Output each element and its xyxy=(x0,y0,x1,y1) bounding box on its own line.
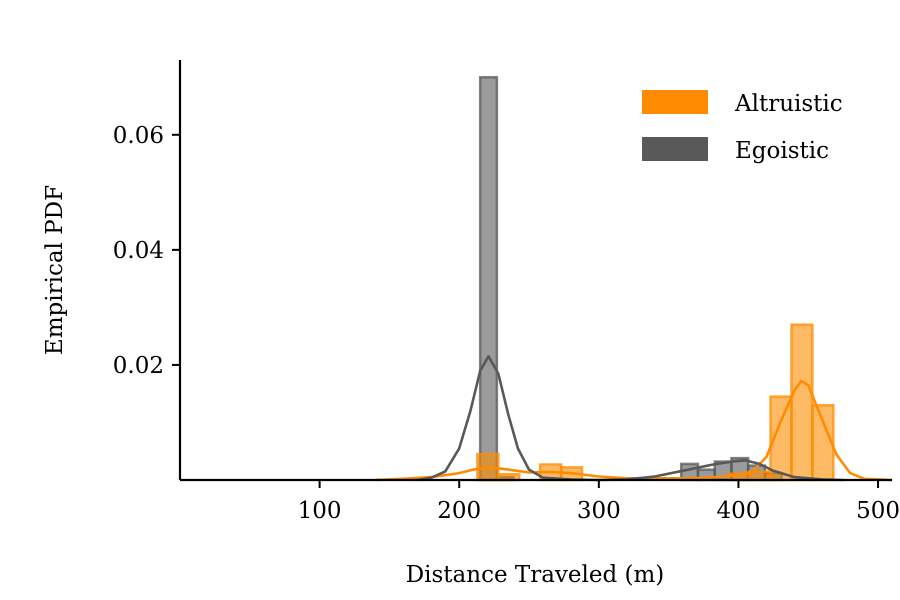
y-tick-label: 0.06 xyxy=(113,123,164,149)
x-tick-label: 100 xyxy=(298,498,342,524)
y-tick-label: 0.04 xyxy=(113,238,164,264)
y-axis-title: Empirical PDF xyxy=(42,185,68,355)
legend-swatch-egoistic xyxy=(642,137,708,161)
y-tick-label: 0.02 xyxy=(113,353,164,379)
y-ticks: 0.02 0.04 0.06 xyxy=(113,123,180,379)
legend: Altruistic Egoistic xyxy=(642,90,843,164)
legend-label-altruistic: Altruistic xyxy=(734,91,843,117)
x-tick-label: 200 xyxy=(437,498,481,524)
x-tick-label: 400 xyxy=(716,498,760,524)
histogram-bar-altruistic-7 xyxy=(790,323,814,482)
legend-swatch-altruistic xyxy=(642,90,708,114)
x-axis-title: Distance Traveled (m) xyxy=(406,562,665,588)
histogram-bar-egoistic-0 xyxy=(478,76,499,482)
x-tick-label: 300 xyxy=(577,498,621,524)
x-ticks: 100 200 300 400 500 xyxy=(298,480,900,524)
x-tick-label: 500 xyxy=(856,498,900,524)
histogram-bar-altruistic-5 xyxy=(748,470,772,482)
legend-label-egoistic: Egoistic xyxy=(735,138,829,164)
kde-line-altruistic xyxy=(375,379,893,482)
axes: 100 200 300 400 500 0.02 0.04 0.06 xyxy=(113,60,900,524)
